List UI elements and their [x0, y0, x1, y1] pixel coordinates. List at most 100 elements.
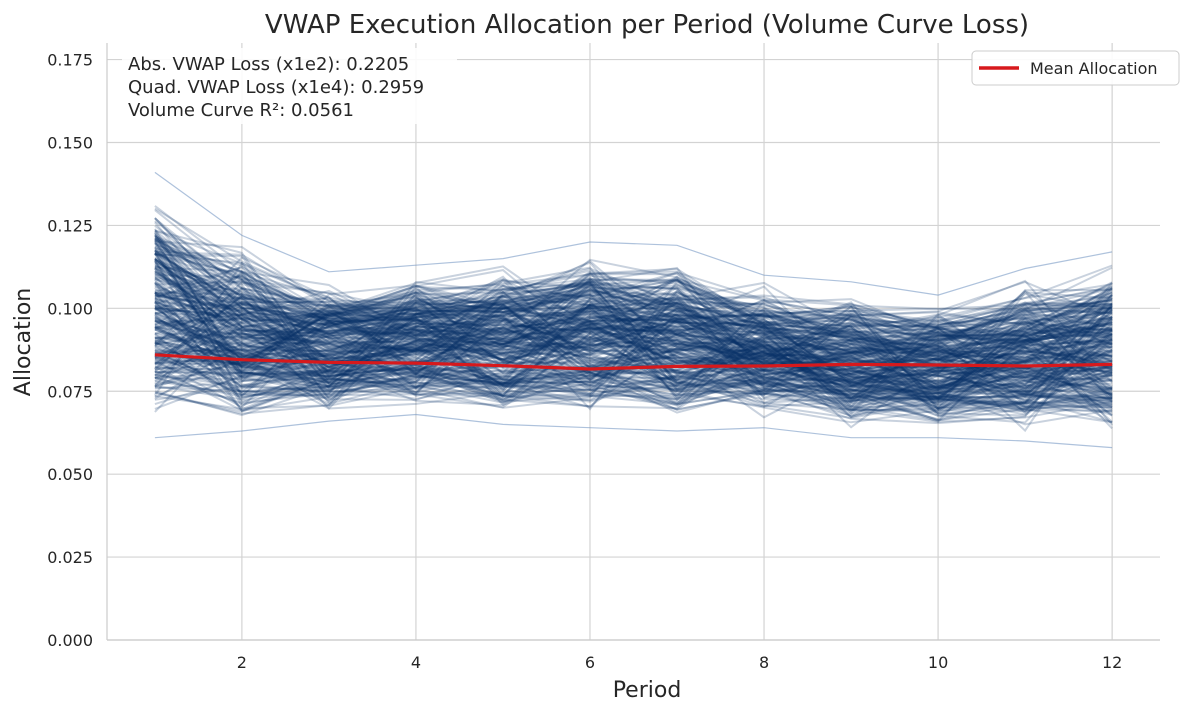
sample-path-line — [154, 323, 1113, 386]
sample-path-line — [154, 294, 1113, 419]
sample-path-line — [154, 284, 1113, 408]
sample-path-line — [154, 306, 1113, 383]
sample-path-line — [154, 321, 1113, 406]
y-tick-label: 0.050 — [47, 465, 93, 484]
sample-path-line — [154, 341, 1113, 392]
sample-path-line — [154, 293, 1113, 389]
sample-path-line — [154, 258, 1113, 358]
sample-path-line — [154, 288, 1113, 373]
sample-path-line — [154, 296, 1113, 384]
sample-path-line — [154, 292, 1113, 402]
sample-path-line — [154, 295, 1113, 394]
y-tick-label: 0.125 — [47, 216, 93, 235]
x-tick-label: 6 — [585, 653, 595, 672]
sample-path-line — [154, 272, 1113, 415]
sample-path-line — [154, 261, 1113, 397]
sample-path-line — [154, 301, 1113, 419]
sample-path-line — [154, 238, 1113, 386]
sample-path-line — [154, 279, 1113, 410]
sample-path-line — [154, 296, 1113, 424]
legend-box — [971, 50, 1180, 86]
sample-path-line — [154, 242, 1113, 405]
sample-path-line — [154, 304, 1113, 404]
sample-path-line — [154, 284, 1113, 375]
sample-path-line — [154, 295, 1113, 391]
sample-path-line — [154, 242, 1113, 414]
sample-path-line — [154, 272, 1113, 377]
sample-path-line — [154, 318, 1113, 395]
sample-path-line — [154, 296, 1113, 363]
sample-path-line — [154, 239, 1113, 404]
stats-annotation-box — [122, 48, 457, 124]
sample-path-line — [154, 249, 1113, 415]
sample-path-line — [154, 252, 1113, 401]
sample-path-line — [154, 278, 1113, 412]
sample-path-line — [154, 229, 1113, 400]
sample-path-line — [154, 260, 1113, 408]
sample-path-line — [154, 248, 1113, 397]
sample-path-line — [154, 278, 1113, 384]
sample-path-line — [154, 319, 1113, 408]
sample-path-line — [154, 284, 1113, 381]
sample-path-line — [154, 281, 1113, 410]
sample-path-line — [154, 237, 1113, 366]
sample-path-line — [154, 262, 1113, 395]
sample-path-line — [154, 306, 1113, 406]
sample-path-line — [154, 278, 1113, 391]
sample-path-line — [154, 284, 1113, 400]
sample-path-line — [154, 329, 1113, 389]
sample-path-line — [154, 274, 1113, 387]
sample-path-line — [154, 347, 1113, 422]
sample-path-line — [154, 265, 1113, 417]
sample-path-line — [154, 237, 1113, 366]
sample-path-line — [154, 300, 1113, 367]
sample-path-line — [154, 303, 1113, 383]
sample-path-line — [154, 321, 1113, 363]
sample-path-line — [154, 317, 1113, 400]
sample-path-line — [154, 271, 1113, 400]
sample-path-line — [154, 233, 1113, 389]
sample-path-line — [154, 260, 1113, 399]
sample-path-line — [154, 306, 1113, 373]
sample-path-line — [154, 294, 1113, 410]
y-tick-label: 0.100 — [47, 299, 93, 318]
sample-path-line — [154, 292, 1113, 378]
sample-path-line — [154, 281, 1113, 419]
sample-path-line — [154, 271, 1113, 389]
sample-path-line — [154, 240, 1113, 387]
mean-allocation-series — [154, 353, 1113, 371]
sample-path-line — [154, 291, 1113, 395]
sample-path-line — [154, 266, 1113, 386]
sample-path-line — [154, 289, 1113, 352]
sample-path-line — [154, 301, 1113, 426]
sample-path-line — [154, 270, 1113, 406]
sample-path-line — [154, 282, 1113, 402]
sample-path-line — [154, 300, 1113, 409]
sample-path-line — [154, 309, 1113, 378]
sample-path-line — [154, 292, 1113, 415]
y-tick-label: 0.150 — [47, 134, 93, 153]
sample-path-line — [154, 313, 1113, 382]
sample-path-line — [154, 317, 1113, 409]
sample-path-line — [154, 318, 1113, 395]
sample-path-line — [154, 278, 1113, 364]
sample-path-line — [154, 294, 1113, 409]
sample-path-line — [154, 295, 1113, 417]
sample-path-line — [154, 323, 1113, 426]
sample-path-line — [154, 273, 1113, 388]
sample-path-line — [154, 282, 1113, 424]
sample-path-line — [154, 288, 1113, 364]
sample-path-line — [154, 298, 1113, 401]
sample-path-line — [154, 302, 1113, 400]
sample-path-line — [154, 281, 1113, 346]
sample-path-line — [154, 217, 1113, 361]
sample-path-line — [154, 324, 1113, 398]
sample-path-line — [154, 274, 1113, 416]
sample-path-line — [154, 294, 1113, 400]
sample-path-line — [154, 306, 1113, 423]
sample-path-line — [154, 299, 1113, 403]
y-tick-label: 0.025 — [47, 548, 93, 567]
sample-path-line — [154, 238, 1113, 392]
sample-path-line — [154, 205, 1113, 388]
sample-path-line — [154, 233, 1113, 399]
